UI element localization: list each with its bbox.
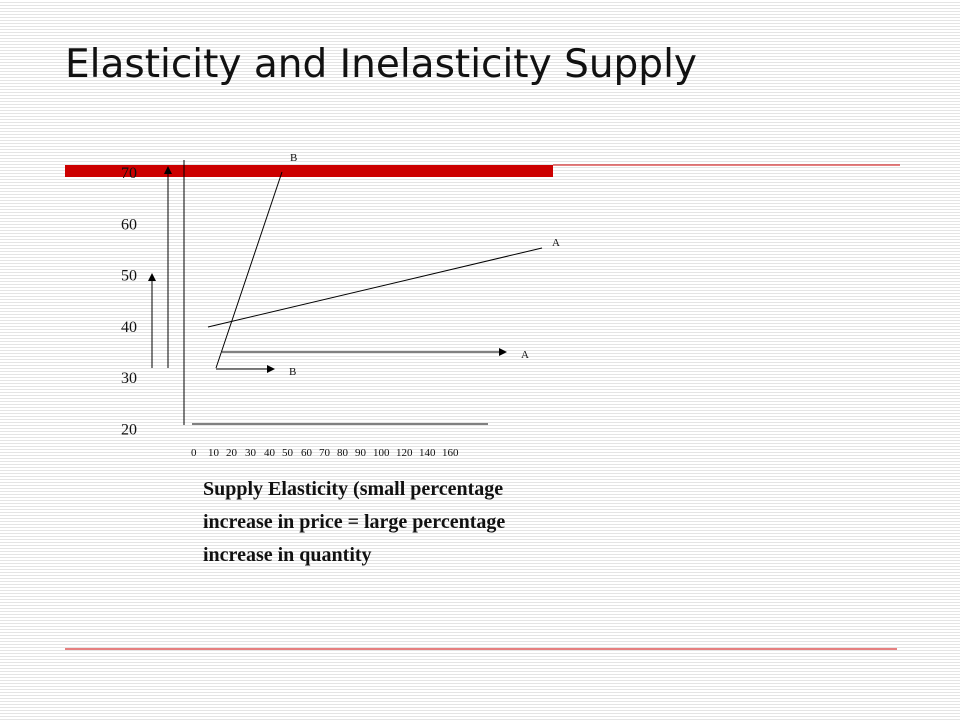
point-label: B [290, 152, 297, 164]
y-label: 40 [121, 319, 137, 336]
x-label: 50 [282, 447, 294, 459]
x-label: 160 [442, 447, 459, 459]
x-label: 140 [419, 447, 436, 459]
caption-line: increase in price = large percentage [203, 511, 506, 533]
x-label: 90 [355, 447, 367, 459]
point-label: A [552, 237, 560, 249]
x-label: 70 [319, 447, 331, 459]
accent-bar [65, 165, 553, 177]
x-label: 100 [373, 447, 390, 459]
x-label: 20 [226, 447, 238, 459]
x-label: 30 [245, 447, 257, 459]
y-label: 30 [121, 370, 137, 387]
x-label: 0 [191, 447, 197, 459]
point-label: B [289, 366, 296, 378]
y-label: 20 [121, 422, 137, 439]
x-label: 40 [264, 447, 276, 459]
supply-line-b [215, 171, 283, 369]
x-label: 80 [337, 447, 349, 459]
caption-line: Supply Elasticity (small percentage [203, 478, 504, 500]
x-label: 10 [208, 447, 220, 459]
supply-line-a [207, 247, 543, 328]
caption-line: increase in quantity [203, 544, 372, 566]
y-label: 60 [121, 216, 137, 233]
y-label: 70 [121, 165, 137, 182]
point-label: A [521, 349, 529, 361]
y-label: 50 [121, 268, 137, 285]
slide-title: Elasticity and Inelasticity Supply [65, 42, 697, 87]
x-label: 60 [301, 447, 313, 459]
x-label: 120 [396, 447, 413, 459]
caption: Supply Elasticity (small percentage incre… [203, 473, 505, 572]
